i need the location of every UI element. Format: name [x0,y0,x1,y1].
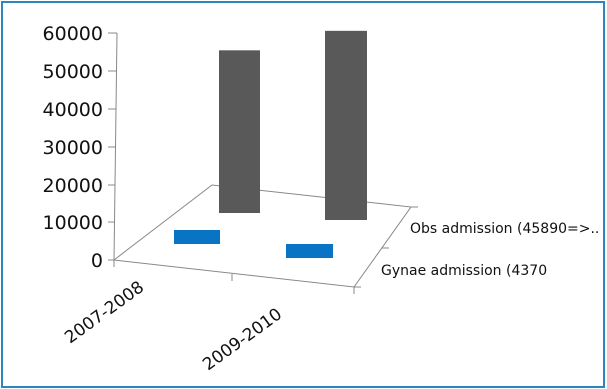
y-tick-labels: 60000 50000 40000 30000 20000 10000 0 [43,23,103,272]
y-tick-label-6: 0 [91,250,103,272]
series-label-gynae: Gynae admission (4370 [381,263,547,279]
y-tick-label-2: 40000 [43,99,103,121]
bars [174,30,367,258]
category-label-0: 2007-2008 [61,277,148,348]
depth-axis-ticks [354,206,418,288]
bar-series-1-category-0 [174,230,220,244]
y-tick-label-1: 50000 [43,61,103,83]
y-axis-ticks [108,32,117,261]
y-tick-label-3: 30000 [43,137,103,159]
y-tick-label-4: 20000 [43,175,103,197]
bar-series-0-category-0 [219,50,260,213]
y-tick-label-0: 60000 [43,23,103,45]
series-label-obs: Obs admission (45890=>.. [410,221,599,237]
x-axis-ticks [113,260,355,294]
y-tick-label-5: 10000 [43,212,103,234]
category-label-1: 2009-2010 [199,304,286,375]
bar-series-0-category-1 [325,30,367,221]
bar-series-1-category-1 [286,244,333,258]
